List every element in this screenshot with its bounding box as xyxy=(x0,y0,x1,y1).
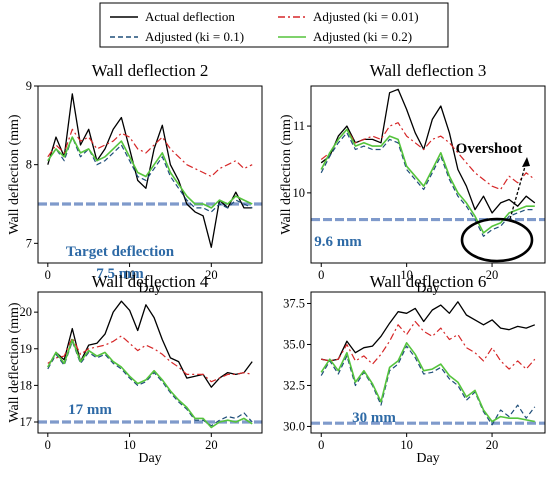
series-line-actual xyxy=(321,301,536,362)
y-tick-label: 9 xyxy=(26,79,32,93)
x-tick-label: 20 xyxy=(486,268,499,282)
y-tick-label: 11 xyxy=(293,119,305,133)
x-tick-label: 10 xyxy=(400,268,413,282)
x-tick-label: 0 xyxy=(318,438,324,452)
series-line-ki001 xyxy=(320,122,536,191)
x-tick-label: 10 xyxy=(400,438,413,452)
series-line-actual xyxy=(47,93,253,248)
subplots: Wall deflection 2 Wall deflection (mm) Day… xyxy=(7,61,546,466)
y-axis-label: Wall deflection (mm) xyxy=(7,302,22,423)
y-tick-label: 30.0 xyxy=(283,419,305,433)
series-line-ki01 xyxy=(47,136,253,213)
series-line-actual xyxy=(320,88,536,214)
legend-label-actual: Actual deflection xyxy=(145,9,235,24)
x-axis-label: Day xyxy=(138,451,161,466)
x-tick-label: 20 xyxy=(205,438,218,452)
series-line-ki01 xyxy=(47,340,253,427)
series-line-ki01 xyxy=(320,132,535,237)
legend-label-ki01: Adjusted (ki = 0.1) xyxy=(145,29,244,44)
y-tick-label: 10 xyxy=(293,186,306,200)
legend-box xyxy=(99,2,449,48)
target-annotation: 7.5 mm xyxy=(96,266,144,282)
y-tick-label: 37.5 xyxy=(283,296,305,310)
series-line-ki001 xyxy=(47,335,253,383)
y-axis-label: Wall deflection (mm) xyxy=(7,114,22,235)
series-line-ki02 xyxy=(320,128,535,234)
legend: Actual deflection Adjusted (ki = 0.01) A… xyxy=(99,2,449,48)
axes-frame xyxy=(37,85,263,264)
legend-label-ki02: Adjusted (ki = 0.2) xyxy=(313,29,412,44)
x-tick-label: 10 xyxy=(123,268,136,282)
x-tick-label: 10 xyxy=(123,438,136,452)
y-tick-label: 17 xyxy=(20,415,33,429)
target-annotation: Target deflection xyxy=(66,244,175,260)
y-tick-label: 20 xyxy=(20,305,33,319)
x-tick-label: 0 xyxy=(318,268,324,282)
y-tick-label: 19 xyxy=(20,342,33,356)
target-annotation: 17 mm xyxy=(68,402,112,418)
overshoot-arrowhead xyxy=(522,157,530,167)
subplot-4: Wall deflection 6 Day 0 10 20 30.0 32.5 35.0 37.… xyxy=(283,272,546,466)
y-axis-label: Wall deflection (mm) xyxy=(279,114,294,235)
x-tick-label: 20 xyxy=(486,438,499,452)
subplot-title: Wall deflection 4 xyxy=(92,272,209,291)
target-annotation: 30 mm xyxy=(352,410,396,426)
axes-frame xyxy=(310,291,546,434)
target-annotation: 9.6 mm xyxy=(314,234,362,250)
y-tick-label: 32.5 xyxy=(283,378,305,392)
x-axis-label: Day xyxy=(416,451,439,466)
y-tick-label: 35.0 xyxy=(283,337,305,351)
y-tick-label: 18 xyxy=(20,378,33,392)
series-line-ki02 xyxy=(47,338,253,429)
overshoot-label: Overshoot xyxy=(456,141,523,157)
series-line-ki001 xyxy=(321,320,536,370)
overshoot-ellipse xyxy=(460,217,534,263)
series-line-ki001 xyxy=(47,128,253,178)
subplot-3: Wall deflection 4 Wall deflection (mm) Day… xyxy=(7,272,263,466)
subplot-title: Wall deflection 6 xyxy=(370,272,487,291)
axes-frame xyxy=(37,291,263,434)
axes-frame xyxy=(310,85,546,264)
y-tick-label: 8 xyxy=(26,158,32,172)
subplot-title: Wall deflection 3 xyxy=(370,61,487,80)
x-tick-label: 20 xyxy=(205,268,218,282)
x-tick-label: 0 xyxy=(45,268,51,282)
legend-label-ki001: Adjusted (ki = 0.01) xyxy=(313,9,419,24)
subplot-title: Wall deflection 2 xyxy=(92,61,209,80)
y-tick-label: 7 xyxy=(26,236,32,250)
series-line-ki02 xyxy=(47,136,253,209)
series-line-ki02 xyxy=(320,341,535,423)
x-tick-label: 0 xyxy=(45,438,51,452)
